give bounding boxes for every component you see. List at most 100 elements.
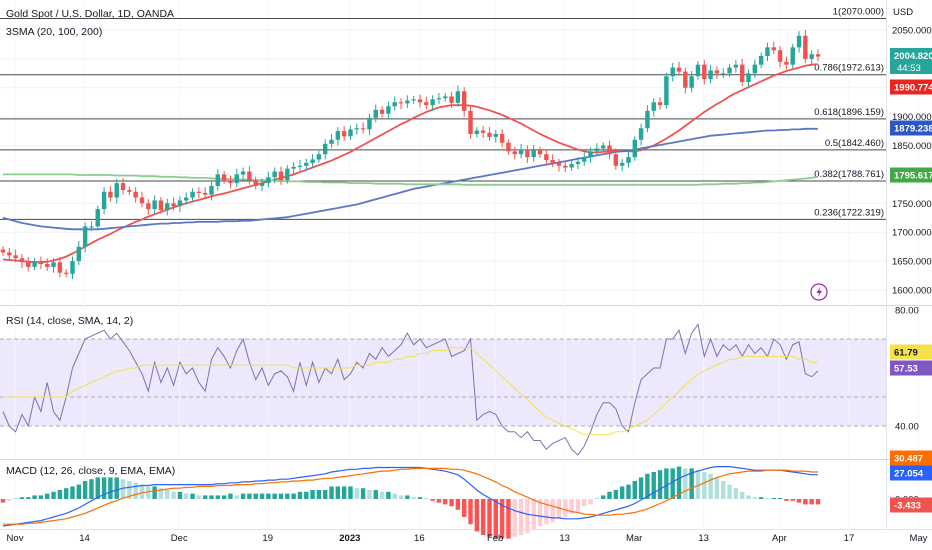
macd-legend[interactable]: MACD (12, 26, close, 9, EMA, EMA) xyxy=(6,465,175,477)
macd-histogram-bar xyxy=(297,491,303,499)
candle-up xyxy=(765,47,770,56)
macd-histogram-bar xyxy=(626,484,631,499)
candle-down xyxy=(461,91,467,111)
candle-up xyxy=(443,96,448,99)
macd-histogram-bar xyxy=(360,488,366,499)
candle-down xyxy=(537,150,543,155)
candle-up xyxy=(32,261,37,267)
macd-histogram-bar xyxy=(746,495,751,499)
price-badge-bg xyxy=(890,48,932,74)
macd-histogram-bar xyxy=(563,499,568,517)
fib-retracement-lines[interactable]: 1(2070.000) 0.786(1972.613) 0.618(1896.159… xyxy=(0,6,886,220)
macd-histogram-bar xyxy=(171,491,176,499)
candle-up xyxy=(569,164,574,168)
macd-histogram-bar xyxy=(335,486,341,499)
candle-down xyxy=(63,272,69,274)
macd-histogram-bar xyxy=(209,495,214,499)
time-tick-label: 13 xyxy=(698,533,709,544)
macd-histogram-bar xyxy=(550,499,555,523)
macd-histogram-bar xyxy=(95,477,100,499)
rsi-badge-bg xyxy=(890,344,932,360)
fib-level-label: 0.236(1722.319) xyxy=(814,207,884,218)
rsi-band-layer xyxy=(0,339,886,426)
candle-down xyxy=(398,102,404,104)
rsi-legend[interactable]: RSI (14, close, SMA, 14, 2) xyxy=(6,315,133,327)
time-tick-label: Mar xyxy=(626,533,642,544)
candle-up xyxy=(695,64,701,77)
macd-histogram-bar xyxy=(721,481,726,499)
macd-histogram-bar xyxy=(607,491,612,499)
time-tick-label: 14 xyxy=(79,533,90,544)
candle-up xyxy=(790,47,795,65)
rsi-ma-badge: 57.53 xyxy=(894,364,918,375)
candle-down xyxy=(556,162,562,166)
macd-histogram-bar xyxy=(253,493,258,499)
candle-down xyxy=(499,134,505,143)
rsi-tick-label: 40.00 xyxy=(895,422,919,433)
macd-histogram-bar xyxy=(683,468,688,499)
candle-up xyxy=(670,67,675,77)
hist-badge: -3.433 xyxy=(894,501,921,512)
candle-up xyxy=(335,131,341,140)
candle-up xyxy=(796,35,802,48)
candle-up xyxy=(474,130,480,134)
candle-down xyxy=(771,47,776,51)
candle-up xyxy=(752,64,758,74)
lightning-icon[interactable] xyxy=(810,283,828,301)
macd-histogram-bar xyxy=(152,486,157,499)
candle-down xyxy=(468,110,473,134)
candle-up xyxy=(600,145,606,149)
candle-down xyxy=(480,130,486,133)
candle-up xyxy=(304,162,309,166)
candle-up xyxy=(291,166,296,169)
axes: 1600.000 1650.000 1700.000 1750.000 1850.000… xyxy=(7,26,932,545)
price-tick-label: 1900.000 xyxy=(892,112,932,123)
macd-histogram-bar xyxy=(424,498,429,499)
macd-histogram-bar xyxy=(240,493,246,499)
sma-legend[interactable]: 3SMA (20, 100, 200) xyxy=(6,26,102,38)
candle-up xyxy=(51,262,56,267)
macd-histogram-bar xyxy=(803,499,808,505)
candle-down xyxy=(341,131,347,137)
signal-badge-bg xyxy=(890,450,932,466)
candle-up xyxy=(95,209,100,227)
macd-histogram-bar xyxy=(575,499,581,512)
candle-up xyxy=(114,183,119,198)
time-tick-label: Feb xyxy=(487,533,503,544)
time-tick-label: Apr xyxy=(772,533,787,544)
gridlines xyxy=(0,29,886,291)
macd-histogram-bar xyxy=(278,493,284,499)
macd-histogram-bar xyxy=(632,481,637,499)
rsi-ma-line xyxy=(3,347,818,436)
candle-down xyxy=(815,54,821,57)
macd-histogram-bar xyxy=(708,473,713,499)
macd-histogram-bar xyxy=(51,491,56,499)
macd-histogram-bar xyxy=(165,490,170,499)
rsi-line xyxy=(2,323,819,456)
macd-histogram-bar xyxy=(638,477,644,499)
rsi-tick-label: 80.00 xyxy=(895,306,919,317)
macd-lines xyxy=(0,466,821,539)
macd-histogram-bar xyxy=(815,499,821,505)
macd-histogram-bar xyxy=(184,493,189,499)
macd-histogram-bar xyxy=(354,488,360,499)
candle-down xyxy=(228,180,233,184)
macd-signal-line xyxy=(3,467,818,525)
macd-histogram-bar xyxy=(348,486,353,499)
macd-histogram-bar xyxy=(645,473,650,499)
candle-up xyxy=(430,99,435,106)
candle-down xyxy=(202,192,208,195)
macd-histogram-bar xyxy=(32,495,37,499)
macd-histogram-bar xyxy=(594,498,600,499)
candle-up xyxy=(386,106,391,114)
macd-histogram-bar xyxy=(664,468,669,499)
candle-up xyxy=(310,159,315,163)
chart-title[interactable]: Gold Spot / U.S. Dollar, 1D, OANDA xyxy=(6,8,174,20)
candle-up xyxy=(809,54,814,59)
currency-label[interactable]: USD xyxy=(893,7,913,18)
macd-histogram-bar xyxy=(702,472,707,499)
time-tick-label: 2023 xyxy=(339,533,360,544)
macd-histogram-bar xyxy=(82,481,88,499)
